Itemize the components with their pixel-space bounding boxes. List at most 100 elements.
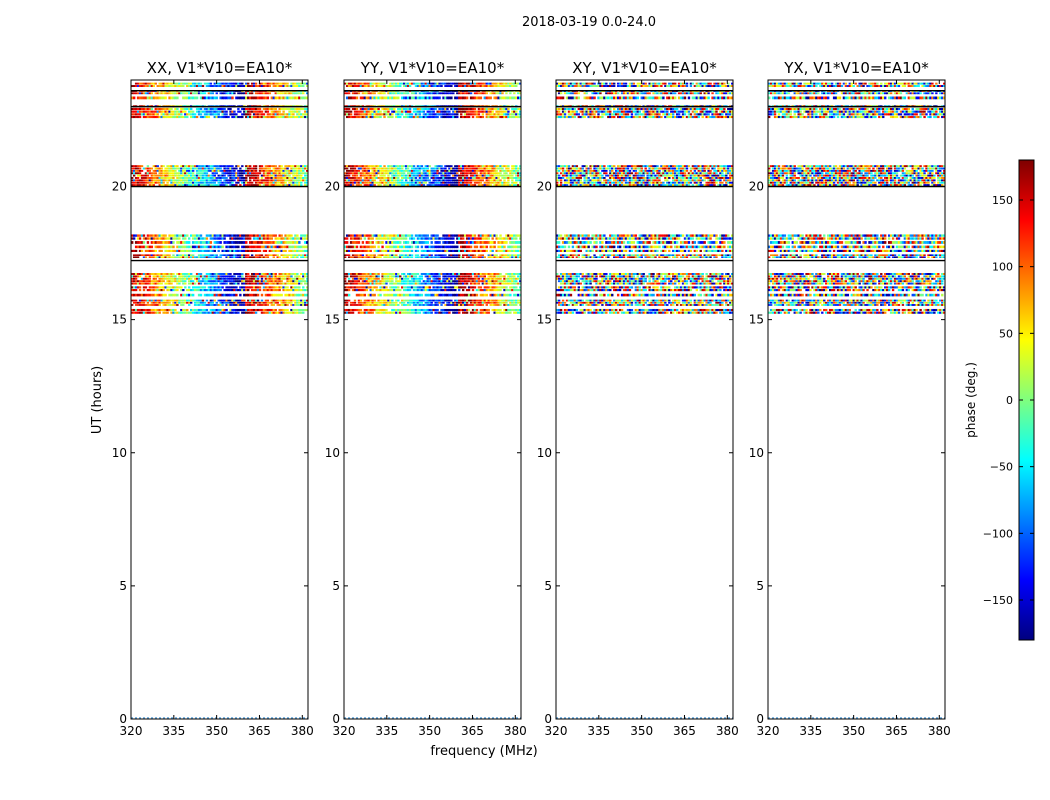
heatmap-cell: [306, 92, 309, 95]
heatmap-cell: [428, 237, 431, 240]
heatmap-cell: [227, 293, 230, 297]
heatmap-cell: [207, 82, 211, 85]
heatmap-cell: [174, 82, 177, 85]
heatmap-cell: [440, 107, 443, 111]
heatmap-cell: [353, 96, 357, 100]
heatmap-cell: [205, 165, 209, 168]
heatmap-cell: [349, 179, 353, 182]
heatmap-cell: [225, 275, 228, 278]
heatmap-cell: [467, 113, 471, 116]
heatmap-cell: [168, 241, 171, 244]
heatmap-cell: [430, 181, 433, 184]
heatmap-cell: [272, 167, 275, 170]
heatmap-cell: [142, 282, 146, 285]
heatmap-cell: [270, 165, 273, 168]
heatmap-cell: [252, 107, 256, 111]
heatmap-cell: [345, 107, 349, 111]
heatmap-cell: [473, 110, 477, 113]
heatmap-cell: [172, 301, 175, 304]
heatmap-cell: [406, 107, 410, 111]
heatmap-cell: [375, 96, 378, 100]
heatmap-cell: [188, 181, 191, 184]
heatmap-cell: [373, 167, 376, 170]
heatmap-cell: [164, 304, 167, 306]
heatmap-cell: [207, 241, 211, 244]
heatmap-cell: [188, 293, 191, 297]
heatmap-cell: [254, 85, 258, 87]
heatmap-cell: [168, 107, 171, 111]
heatmap-cell: [146, 275, 150, 278]
heatmap-cell: [302, 179, 305, 182]
heatmap-cell: [448, 110, 451, 113]
heatmap-cell: [479, 92, 483, 95]
heatmap-cell: [288, 179, 291, 182]
heatmap-cell: [134, 169, 138, 172]
heatmap-cell: [144, 172, 148, 175]
heatmap-cell: [164, 107, 167, 111]
heatmap-cell: [174, 165, 177, 168]
heatmap-cell: [148, 110, 152, 113]
heatmap-cell: [250, 110, 254, 113]
heatmap-cell: [166, 275, 169, 278]
heatmap-cell: [241, 179, 244, 182]
heatmap-cell: [420, 179, 424, 182]
heatmap-cell: [292, 174, 295, 177]
heatmap-cell: [379, 174, 382, 177]
heatmap-cell: [172, 304, 175, 306]
heatmap-cell: [276, 249, 279, 252]
heatmap-cell: [186, 167, 189, 170]
heatmap-cell: [205, 254, 209, 256]
heatmap-cell: [182, 184, 185, 187]
heatmap-cell: [219, 167, 222, 170]
heatmap-cell: [422, 115, 426, 119]
heatmap-cell: [260, 299, 264, 302]
heatmap-cell: [235, 96, 238, 100]
heatmap-cell: [422, 113, 426, 116]
heatmap-cell: [306, 96, 309, 100]
heatmap-cell: [195, 241, 199, 244]
heatmap-cell: [164, 172, 167, 175]
heatmap-cell: [300, 282, 303, 285]
heatmap-cell: [367, 82, 370, 85]
heatmap-cell: [188, 311, 191, 314]
heatmap-cell: [493, 82, 496, 85]
heatmap-cell: [184, 254, 187, 256]
heatmap-cell: [188, 184, 191, 187]
heatmap-cell: [243, 277, 246, 280]
heatmap-cell: [264, 234, 268, 237]
heatmap-cell: [190, 184, 193, 187]
heatmap-cell: [487, 107, 490, 111]
heatmap-cell: [300, 256, 303, 258]
heatmap-cell: [231, 245, 234, 249]
heatmap-cell: [501, 237, 504, 240]
heatmap-cell: [418, 241, 422, 244]
heatmap-cell: [252, 286, 256, 289]
heatmap-cell: [152, 289, 155, 292]
heatmap-cell: [493, 181, 496, 184]
heatmap-cell: [503, 237, 506, 240]
heatmap-cell: [170, 237, 173, 240]
heatmap-cell: [199, 273, 203, 275]
heatmap-cell: [182, 107, 185, 111]
heatmap-cell: [252, 311, 256, 314]
heatmap-cell: [355, 82, 359, 85]
heatmap-cell: [497, 241, 500, 244]
heatmap-cell: [241, 107, 244, 111]
heatmap-cell: [162, 96, 165, 100]
heatmap-cell: [225, 280, 228, 283]
heatmap-cell: [361, 165, 365, 168]
heatmap-cell: [227, 273, 230, 275]
heatmap-cell: [377, 110, 380, 113]
heatmap-cell: [503, 241, 506, 244]
heatmap-cell: [201, 256, 205, 258]
heatmap-cell: [131, 237, 134, 240]
heatmap-cell: [298, 280, 301, 283]
heatmap-cell: [290, 308, 293, 312]
heatmap-cell: [201, 249, 205, 252]
heatmap-cell: [357, 92, 361, 95]
heatmap-cell: [363, 115, 367, 119]
heatmap-cell: [302, 82, 305, 85]
heatmap-cell: [515, 96, 518, 100]
heatmap-cell: [365, 92, 368, 95]
heatmap-cell: [365, 113, 368, 116]
